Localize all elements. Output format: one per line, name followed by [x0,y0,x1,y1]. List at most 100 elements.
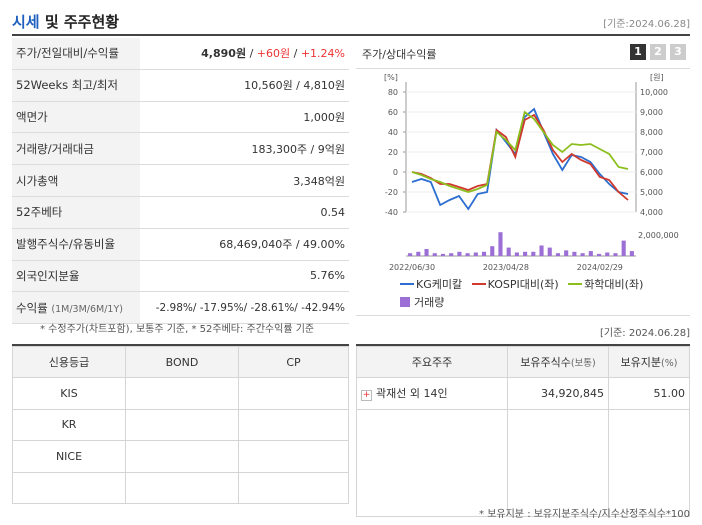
chart-divider [356,315,690,316]
chart-page-2-button[interactable]: 2 [650,44,666,60]
volume-bar [596,253,602,256]
quote-value: 183,300주 / 9억원 [140,132,349,166]
left-tick-label: 0 [393,168,398,177]
volume-bar [449,253,454,256]
price-change: +60원 [256,47,291,61]
credit-header-rating: 신용등급 [12,346,126,378]
volume-bar [416,251,421,256]
x-tick-label: 2022/06/30 [389,263,435,272]
quote-row: 거래량/거래대금 183,300주 / 9억원 [12,132,349,166]
credit-row: KR [12,408,349,441]
volume-bar [506,247,511,256]
volume-bar [629,251,634,256]
volume-bar [408,253,413,256]
volume-bar [514,252,519,256]
quote-label: 액면가 [12,101,140,134]
reference-date: [기준:2024.06.28] [603,19,690,30]
quote-value: 10,560원 / 4,810원 [140,69,349,102]
volume-bar [613,253,618,256]
holder-name-link[interactable]: 곽재선 외 14인 [376,387,448,401]
right-tick-label: 7,000 [640,148,663,157]
quote-label: 주가/전일대비/수익률 [12,38,140,70]
left-tick-label: 20 [388,148,398,157]
credit-row: NICE [12,440,349,473]
quote-row: 시가총액 3,348억원 [12,164,349,197]
volume-bar [523,251,528,256]
price: 4,890원 [201,47,247,61]
quote-row: 52Weeks 최고/최저 10,560원 / 4,810원 [12,69,349,102]
volume-bar [564,250,569,256]
series-line-2 [411,113,629,201]
volume-bar [481,251,487,256]
volume-bar [555,253,561,256]
volume-bar [432,253,437,256]
volume-bar [621,240,626,256]
quote-row: 발행주식수/유동비율 68,469,040주 / 49.00% [12,228,349,261]
left-tick-label: 40 [388,128,398,137]
holder-shares: 34,920,845 [507,377,609,410]
right-tick-label: 8,000 [640,128,663,137]
volume-tick-label: 2,000,000 [638,231,679,240]
quote-row-price: 주가/전일대비/수익률 4,890원 / +60원 / +1.24% [12,38,349,70]
left-tick-label: 60 [388,108,398,117]
volume-bar [547,247,552,256]
credit-table: 신용등급 BOND CP KIS KR NICE [12,346,349,504]
volume-bar [465,253,470,256]
right-tick-label: 4,000 [640,208,663,217]
chart-page-3-button[interactable]: 3 [670,44,686,60]
returns-value: -2.98%/ -17.95%/ -28.61%/ -42.94% [140,291,349,325]
legend-kg: KG케미칼 [400,278,463,291]
quote-value: 68,469,040주 / 49.00% [140,228,349,261]
left-tick-label: -40 [385,208,398,217]
volume-bar [605,252,610,256]
quote-label: 거래량/거래대금 [12,132,140,166]
holders-rule [356,344,690,346]
right-tick-label: 9,000 [640,108,663,117]
volume-bar [473,252,478,256]
right-unit-label: [원] [650,73,664,82]
quote-label: 외국인지분율 [12,260,140,293]
legend-volume: 거래량 [400,294,643,310]
quote-label: 시가총액 [12,164,140,197]
credit-row: KIS [12,377,349,410]
volume-bar [490,246,495,256]
quote-value: 5.76% [140,260,349,293]
holders-header-shares: 보유주식수(보통) [507,346,609,378]
holders-table: 주요주주 보유주식수(보통) 보유지분(%) + 곽재선 외 14인 34,920… [356,346,690,517]
holder-pct: 51.00 [608,377,690,410]
right-tick-label: 6,000 [640,168,663,177]
quote-label: 52주베타 [12,196,140,229]
section-title: 시세 및 주주현황 [12,13,120,31]
left-unit-label: [%] [384,73,398,82]
credit-header-cp: CP [238,346,349,378]
quote-value: 3,348억원 [140,164,349,197]
expand-plus-icon[interactable]: + [361,390,372,402]
volume-bar [572,251,577,256]
holder-name-cell: + 곽재선 외 14인 [356,377,508,410]
volume-bar [498,232,503,256]
holders-row: + 곽재선 외 14인 34,920,845 51.00 [356,377,690,410]
volume-bar [457,251,462,256]
right-tick-label: 10,000 [640,88,668,97]
volume-bar [539,245,544,256]
volume-bar [424,249,429,256]
chart-page-1-button[interactable]: 1 [630,44,646,60]
price-chart: [%] [원] 80 60 40 20 0 -20 -40 10,000 9,000 8,000 7,0… [384,73,679,272]
left-tick-label: 80 [388,88,398,97]
holders-header-name: 주요주주 [356,346,508,378]
quote-label: 수익률 (1M/3M/6M/1Y) [12,291,140,325]
x-tick-label: 2024/02/29 [577,263,623,272]
quote-value: 4,890원 / +60원 / +1.24% [140,38,349,70]
quote-footnote: * 수정주가(차트포함), 보통주 기준, * 52주베타: 주간수익률 기준 [40,324,315,335]
holders-header-pct: 보유지분(%) [608,346,690,378]
volume-bar [440,253,446,256]
right-tick-label: 5,000 [640,188,663,197]
quote-value: 0.54 [140,196,349,229]
holders-row-empty [356,408,690,517]
credit-header-bond: BOND [125,346,239,378]
legend-chem: 화학대비(좌) [568,278,644,291]
header-rule [12,34,690,36]
left-tick-label: -20 [385,188,398,197]
